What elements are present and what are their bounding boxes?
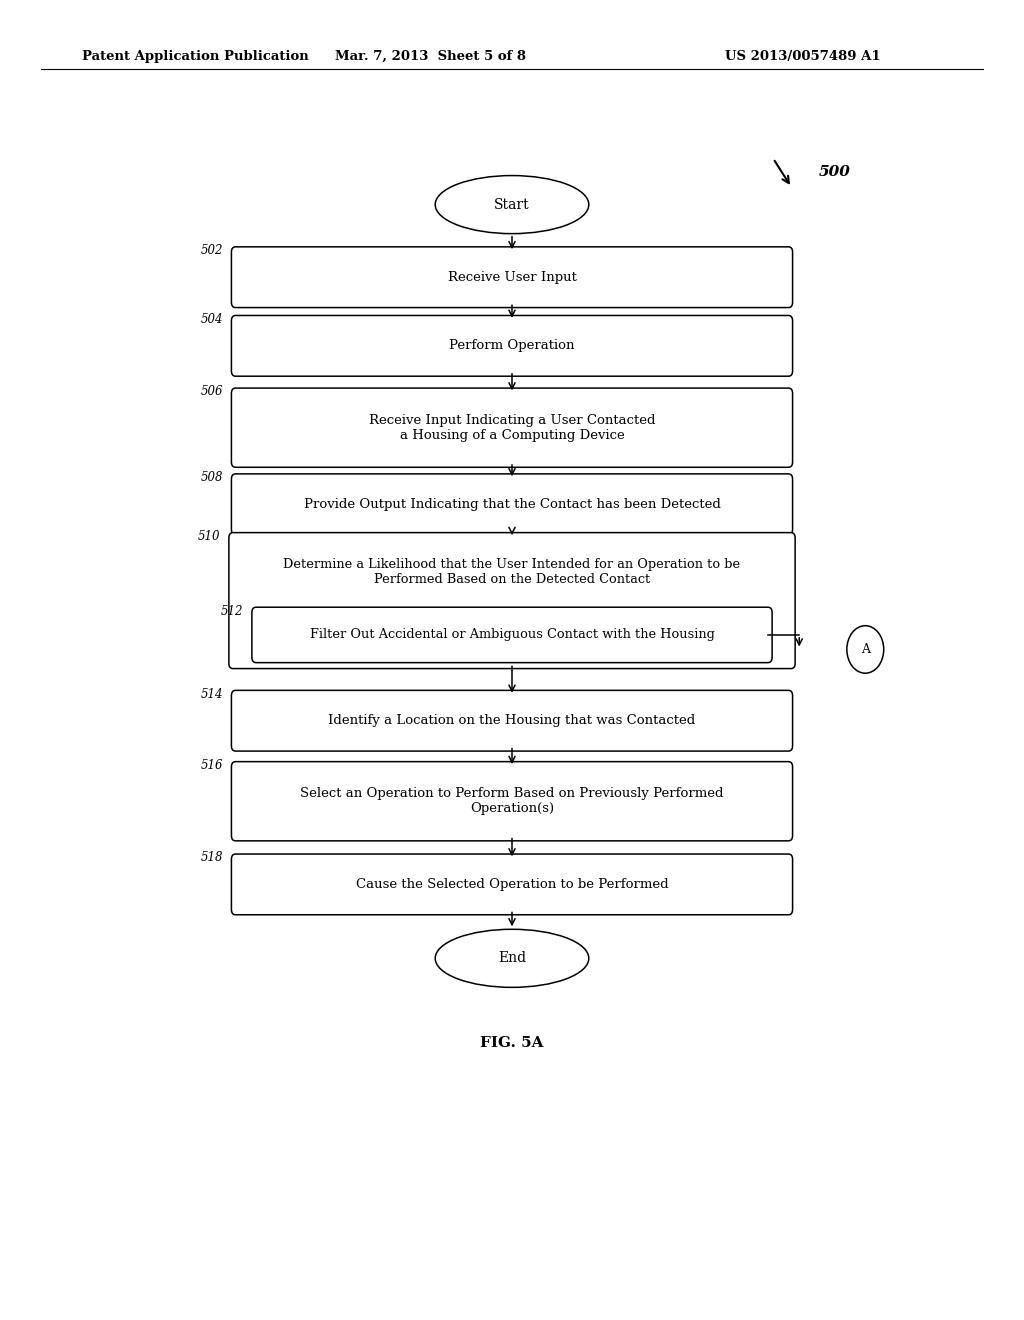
- Text: End: End: [498, 952, 526, 965]
- Text: 516: 516: [201, 759, 223, 772]
- Text: Receive User Input: Receive User Input: [447, 271, 577, 284]
- Text: 512: 512: [221, 605, 244, 618]
- FancyBboxPatch shape: [231, 762, 793, 841]
- Text: Mar. 7, 2013  Sheet 5 of 8: Mar. 7, 2013 Sheet 5 of 8: [335, 50, 525, 63]
- Circle shape: [847, 626, 884, 673]
- Text: Select an Operation to Perform Based on Previously Performed
Operation(s): Select an Operation to Perform Based on …: [300, 787, 724, 816]
- Text: FIG. 5A: FIG. 5A: [480, 1036, 544, 1049]
- FancyBboxPatch shape: [231, 474, 793, 535]
- Text: 514: 514: [201, 688, 223, 701]
- FancyBboxPatch shape: [252, 607, 772, 663]
- Text: Cause the Selected Operation to be Performed: Cause the Selected Operation to be Perfo…: [355, 878, 669, 891]
- Text: 518: 518: [201, 851, 223, 865]
- Text: 504: 504: [201, 313, 223, 326]
- Text: Provide Output Indicating that the Contact has been Detected: Provide Output Indicating that the Conta…: [303, 498, 721, 511]
- Text: 508: 508: [201, 471, 223, 484]
- Text: Perform Operation: Perform Operation: [450, 339, 574, 352]
- Text: 502: 502: [201, 244, 223, 257]
- Text: Identify a Location on the Housing that was Contacted: Identify a Location on the Housing that …: [329, 714, 695, 727]
- Text: 506: 506: [201, 385, 223, 399]
- Text: Filter Out Accidental or Ambiguous Contact with the Housing: Filter Out Accidental or Ambiguous Conta…: [309, 628, 715, 642]
- Text: 510: 510: [199, 529, 220, 543]
- FancyBboxPatch shape: [231, 854, 793, 915]
- Text: US 2013/0057489 A1: US 2013/0057489 A1: [725, 50, 881, 63]
- Text: 500: 500: [819, 165, 851, 178]
- FancyBboxPatch shape: [231, 315, 793, 376]
- Text: Start: Start: [495, 198, 529, 211]
- Text: Determine a Likelihood that the User Intended for an Operation to be
Performed B: Determine a Likelihood that the User Int…: [284, 557, 740, 586]
- Text: Receive Input Indicating a User Contacted
a Housing of a Computing Device: Receive Input Indicating a User Contacte…: [369, 413, 655, 442]
- FancyBboxPatch shape: [231, 690, 793, 751]
- FancyBboxPatch shape: [231, 388, 793, 467]
- Ellipse shape: [435, 176, 589, 234]
- FancyBboxPatch shape: [228, 532, 795, 668]
- Text: A: A: [861, 643, 869, 656]
- Ellipse shape: [435, 929, 589, 987]
- Text: Patent Application Publication: Patent Application Publication: [82, 50, 308, 63]
- FancyBboxPatch shape: [231, 247, 793, 308]
